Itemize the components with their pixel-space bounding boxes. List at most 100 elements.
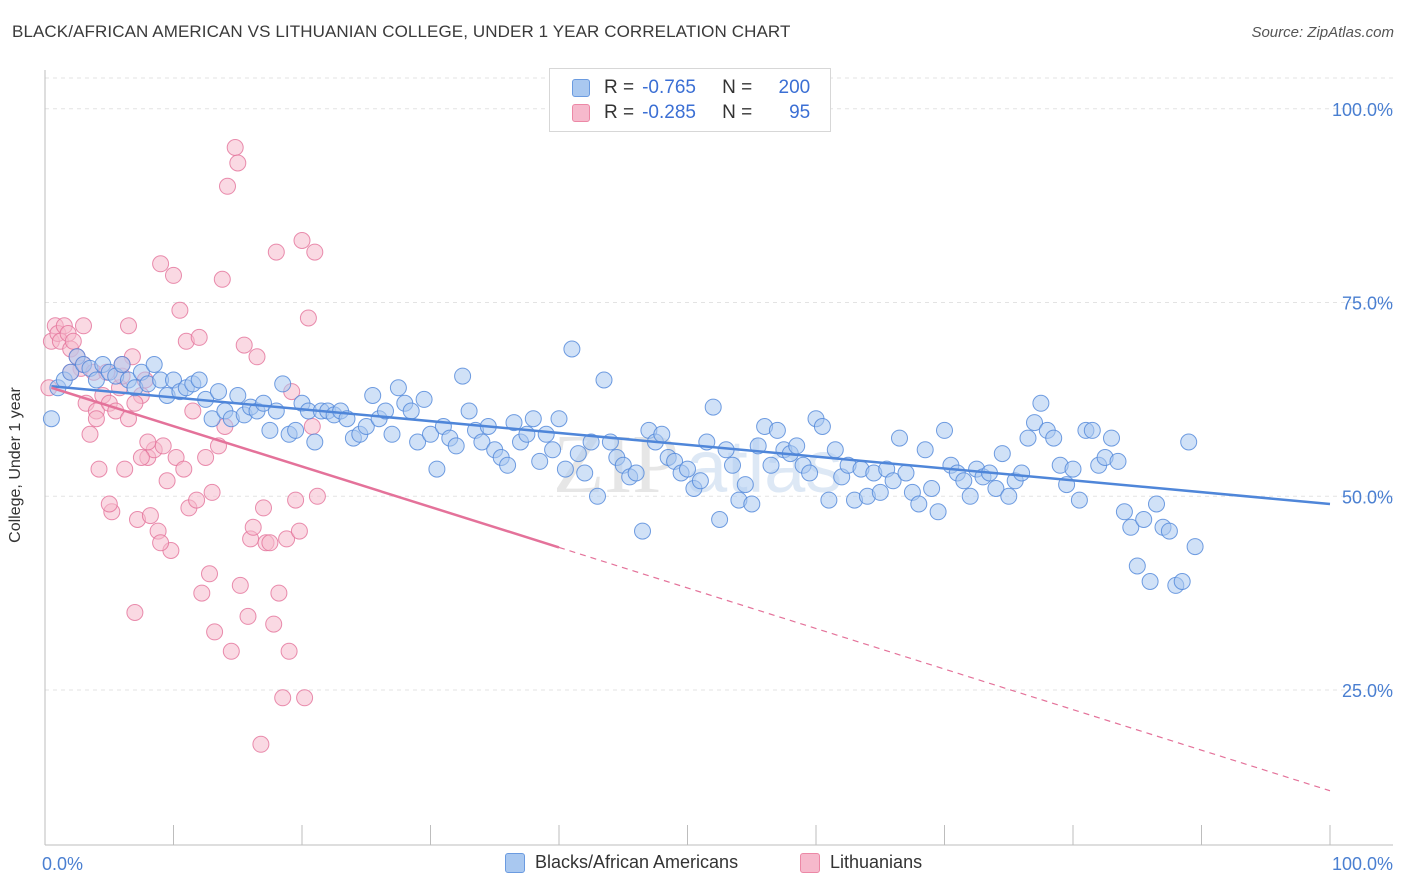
- bottom-legend: Blacks/African Americans Lithuanians: [0, 852, 1406, 876]
- data-point-blacks: [287, 421, 305, 439]
- data-point-blacks: [691, 472, 709, 490]
- data-point-blacks: [711, 511, 729, 528]
- data-point-lithuanians: [197, 449, 215, 466]
- data-point-blacks: [531, 452, 549, 470]
- data-point-lithuanians: [274, 689, 292, 707]
- data-point-blacks: [62, 363, 80, 381]
- data-point-blacks: [1103, 429, 1120, 447]
- data-point-blacks: [576, 464, 594, 482]
- legend-r-value: -0.285: [642, 102, 696, 123]
- data-point-lithuanians: [293, 232, 311, 249]
- data-point-blacks: [1186, 538, 1204, 556]
- data-point-blacks: [627, 464, 645, 482]
- data-point-blacks: [762, 456, 780, 474]
- data-point-lithuanians: [265, 615, 283, 633]
- data-point-blacks: [261, 421, 279, 439]
- data-point-blacks: [1128, 557, 1146, 575]
- data-point-blacks: [544, 441, 562, 459]
- data-point-lithuanians: [126, 394, 144, 412]
- data-point-blacks: [1083, 421, 1101, 439]
- data-point-lithuanians: [158, 472, 176, 490]
- data-point-blacks: [826, 441, 844, 459]
- bottom-legend-label-blacks: Blacks/African Americans: [535, 852, 739, 872]
- data-point-lithuanians: [287, 491, 305, 509]
- data-point-lithuanians: [278, 530, 296, 548]
- data-point-blacks: [634, 522, 651, 540]
- data-point-lithuanians: [296, 689, 314, 707]
- data-point-blacks: [884, 472, 902, 490]
- legend-n-label: N =: [722, 77, 753, 98]
- data-point-blacks: [910, 495, 928, 513]
- data-point-lithuanians: [206, 623, 224, 641]
- legend-swatch-blacks: [572, 79, 590, 97]
- bottom-legend-swatch-blacks: [505, 852, 525, 873]
- data-point-blacks: [704, 398, 722, 416]
- data-point-blacks: [653, 425, 671, 443]
- data-point-blacks: [724, 456, 741, 474]
- data-point-blacks: [736, 476, 754, 494]
- axes: [44, 70, 1393, 846]
- data-point-blacks: [229, 387, 247, 404]
- data-point-blacks: [820, 491, 838, 509]
- data-point-lithuanians: [201, 565, 218, 583]
- data-point-blacks: [402, 402, 420, 420]
- y-axis-label: College, Under 1 year: [7, 387, 24, 543]
- data-point-blacks: [1180, 433, 1198, 451]
- data-point-lithuanians: [132, 449, 150, 466]
- data-point-lithuanians: [100, 495, 118, 513]
- bottom-legend-blacks: Blacks/African Americans: [505, 852, 738, 873]
- data-point-lithuanians: [213, 270, 231, 288]
- data-point-lithuanians: [171, 301, 189, 319]
- data-point-lithuanians: [308, 487, 326, 505]
- data-point-lithuanians: [229, 154, 247, 172]
- trend-line-blacks: [51, 384, 1331, 506]
- legend-r-label: R =: [604, 77, 635, 98]
- data-point-blacks: [1019, 429, 1037, 447]
- data-point-lithuanians: [255, 499, 272, 517]
- data-point-lithuanians: [248, 348, 266, 366]
- data-point-lithuanians: [184, 402, 202, 420]
- data-point-lithuanians: [270, 584, 288, 602]
- data-point-blacks: [1000, 487, 1018, 505]
- legend-row-blacks: R = -0.765 N = 200: [572, 76, 810, 100]
- data-point-blacks: [556, 460, 574, 478]
- data-point-blacks: [383, 425, 401, 443]
- chart-title: BLACK/AFRICAN AMERICAN VS LITHUANIAN COL…: [12, 22, 791, 41]
- data-point-lithuanians: [90, 460, 108, 478]
- data-point-blacks: [203, 410, 221, 428]
- trend-line-lithuanians: [51, 386, 560, 549]
- data-point-blacks: [306, 433, 324, 451]
- data-point-blacks: [524, 410, 542, 428]
- data-point-blacks: [1135, 511, 1153, 528]
- data-point-lithuanians: [190, 328, 208, 346]
- data-point-lithuanians: [222, 642, 240, 660]
- data-point-blacks: [768, 421, 786, 439]
- legend-row-lithuanians: R = -0.285 N = 95: [572, 101, 810, 125]
- data-point-blacks: [563, 340, 581, 358]
- data-point-blacks: [454, 367, 472, 385]
- data-point-blacks: [1115, 503, 1133, 521]
- data-point-lithuanians: [126, 604, 144, 621]
- y-tick-label: 75.0%: [1342, 294, 1393, 314]
- legend-swatch-lithuanians: [572, 104, 590, 122]
- x-tick-label: 100.0%: [1332, 854, 1393, 874]
- bottom-legend-label-lithuanians: Lithuanians: [830, 852, 923, 872]
- data-point-blacks: [801, 464, 819, 482]
- data-point-blacks: [923, 480, 941, 497]
- bottom-legend-swatch-lithuanians: [800, 852, 820, 873]
- data-point-lithuanians: [175, 460, 193, 478]
- data-point-lithuanians: [141, 507, 159, 525]
- data-point-blacks: [813, 418, 831, 435]
- data-point-lithuanians: [165, 266, 182, 284]
- data-point-lithuanians: [299, 309, 317, 327]
- data-point-lithuanians: [152, 255, 170, 273]
- trend-lines: [51, 384, 1331, 792]
- data-point-lithuanians: [280, 642, 298, 660]
- data-point-blacks: [897, 464, 915, 482]
- data-point-blacks: [499, 456, 517, 474]
- data-point-lithuanians: [203, 483, 221, 501]
- data-point-blacks: [788, 437, 806, 455]
- data-point-lithuanians: [252, 735, 270, 753]
- y-tick-label: 25.0%: [1342, 681, 1393, 701]
